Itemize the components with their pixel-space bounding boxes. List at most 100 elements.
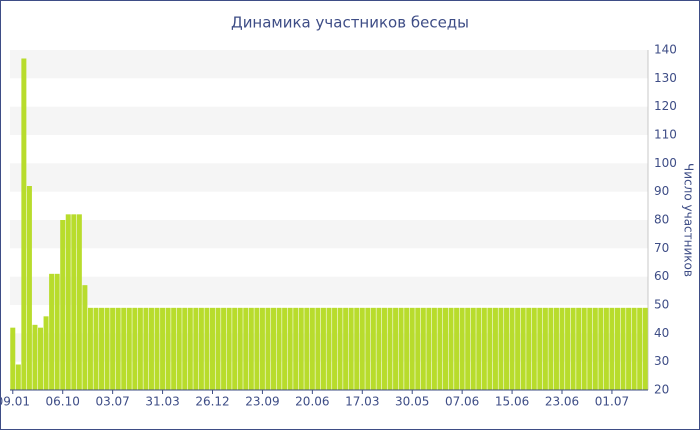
bar [420, 307, 426, 390]
bar [359, 307, 365, 390]
bar [642, 307, 648, 390]
bar [559, 307, 565, 390]
bar [520, 307, 526, 390]
grid-band [10, 163, 648, 192]
bar [243, 307, 249, 390]
bar [320, 307, 326, 390]
bar [381, 307, 387, 390]
bar [176, 307, 182, 390]
bar [287, 307, 293, 390]
x-tick-label: 26.12 [195, 395, 229, 409]
bar [304, 307, 310, 390]
bar [326, 307, 332, 390]
bar [121, 307, 127, 390]
bar [348, 307, 354, 390]
bar [87, 307, 93, 390]
bar [21, 58, 27, 390]
bar [276, 307, 282, 390]
bar [537, 307, 543, 390]
x-tick-label: 17.03 [345, 395, 379, 409]
bar [459, 307, 465, 390]
bar [126, 307, 132, 390]
bar [265, 307, 271, 390]
x-tick-label: 30.05 [395, 395, 429, 409]
bar [487, 307, 493, 390]
bar [393, 307, 399, 390]
y-tick-label: 20 [654, 383, 669, 397]
bar [504, 307, 510, 390]
bar [154, 307, 160, 390]
bar [10, 327, 16, 390]
x-tick-label: 06.10 [46, 395, 80, 409]
bar [38, 327, 44, 390]
bar [115, 307, 121, 390]
bar [415, 307, 421, 390]
bar [237, 307, 243, 390]
bar [160, 307, 166, 390]
bar [76, 214, 82, 390]
bar [515, 307, 521, 390]
bar [603, 307, 609, 390]
bar [626, 307, 632, 390]
bar [32, 324, 38, 390]
bar [165, 307, 171, 390]
bar [492, 307, 498, 390]
bar [609, 307, 615, 390]
bar [498, 307, 504, 390]
bar [198, 307, 204, 390]
bar [15, 364, 21, 390]
y-tick-label: 110 [654, 128, 677, 142]
bar [620, 307, 626, 390]
bar [259, 307, 265, 390]
bar [631, 307, 637, 390]
x-tick-label: 23.09 [245, 395, 279, 409]
bar [365, 307, 371, 390]
bar [65, 214, 71, 390]
y-tick-label: 120 [654, 99, 677, 113]
x-tick-label: 09.01 [0, 395, 30, 409]
y-tick-label: 130 [654, 71, 677, 85]
bar [581, 307, 587, 390]
bar [443, 307, 449, 390]
grid-band [10, 106, 648, 135]
bar [309, 307, 315, 390]
bar [587, 307, 593, 390]
grid-band [10, 50, 648, 79]
bar [465, 307, 471, 390]
x-tick-label: 23.06 [545, 395, 579, 409]
bar [598, 307, 604, 390]
y-tick-label: 40 [654, 326, 669, 340]
bar [82, 285, 88, 390]
bar [298, 307, 304, 390]
y-tick-label: 90 [654, 184, 669, 198]
bar [110, 307, 116, 390]
x-tick-label: 15.06 [495, 395, 529, 409]
bar [614, 307, 620, 390]
bar [437, 307, 443, 390]
bar [409, 307, 415, 390]
bar [592, 307, 598, 390]
bar [448, 307, 454, 390]
bar [143, 307, 149, 390]
y-axis-label: Число участников [682, 163, 696, 277]
bar [93, 307, 99, 390]
bar [26, 186, 32, 390]
bar [182, 307, 188, 390]
x-tick-label: 01.07 [595, 395, 629, 409]
y-tick-label: 60 [654, 269, 669, 283]
bar [193, 307, 199, 390]
bar [337, 307, 343, 390]
bar [376, 307, 382, 390]
bar [332, 307, 338, 390]
bar [71, 214, 77, 390]
bar [99, 307, 105, 390]
bar [221, 307, 227, 390]
bar [137, 307, 143, 390]
bar [509, 307, 515, 390]
bar [209, 307, 215, 390]
bar [526, 307, 532, 390]
bar [481, 307, 487, 390]
bar [476, 307, 482, 390]
y-tick-label: 70 [654, 241, 669, 255]
bar [426, 307, 432, 390]
